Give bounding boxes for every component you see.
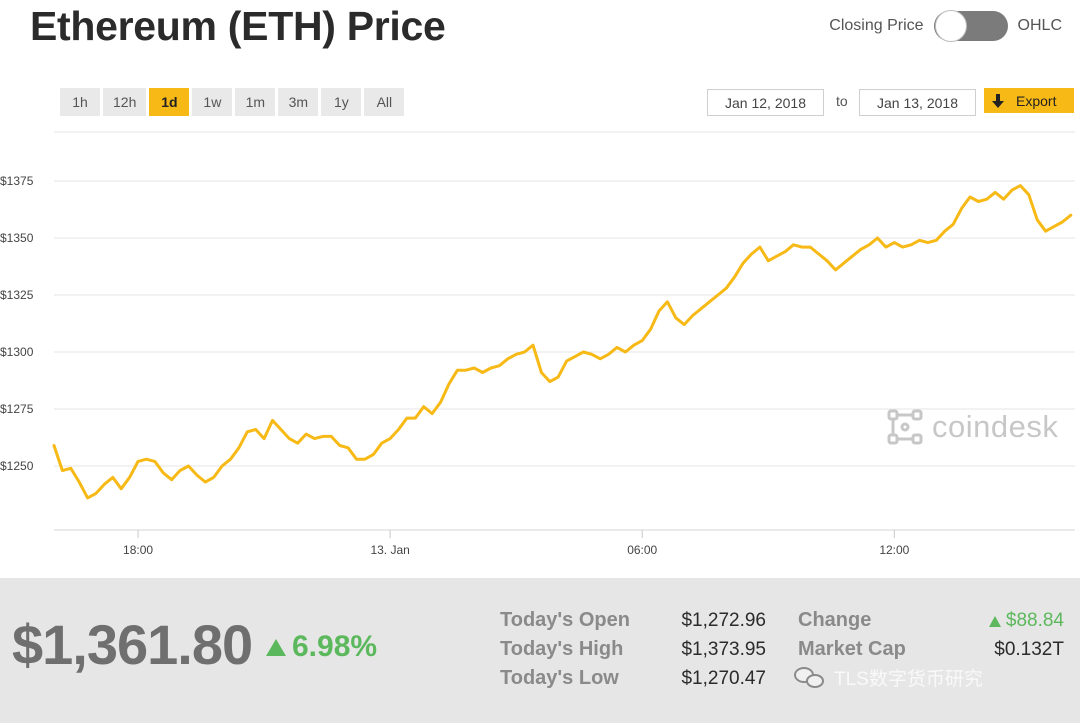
x-axis: 18:00 13. Jan 06:00 12:00 bbox=[54, 529, 1075, 557]
wechat-icon bbox=[794, 665, 828, 691]
y-tick-label: $1250 bbox=[0, 459, 34, 473]
price-mode-switch[interactable] bbox=[933, 10, 1008, 42]
change-percent-value: 6.98% bbox=[292, 630, 378, 663]
up-arrow-icon bbox=[266, 638, 286, 656]
range-button-1y[interactable]: 1y bbox=[321, 88, 362, 116]
price-mode-toggle: Closing Price OHLC bbox=[829, 8, 1062, 44]
ohlc-label: OHLC bbox=[1017, 17, 1062, 34]
change-value: $88.84 bbox=[930, 610, 1064, 632]
chart-series bbox=[52, 184, 1073, 500]
price-change-percent: 6.98% bbox=[266, 630, 377, 664]
market-cap-value: $0.132T bbox=[994, 639, 1064, 660]
page-title: Ethereum (ETH) Price bbox=[30, 3, 446, 49]
todays-open-label: Today's Open bbox=[500, 609, 630, 631]
watermark-text: coindesk bbox=[932, 409, 1059, 444]
date-to-field[interactable]: Jan 13, 2018 bbox=[859, 89, 976, 116]
date-from-field[interactable]: Jan 12, 2018 bbox=[707, 89, 824, 116]
y-tick-label: $1325 bbox=[0, 288, 34, 302]
wechat-watermark: TLS数字货币研究 bbox=[794, 664, 983, 691]
date-separator: to bbox=[836, 93, 848, 109]
closing-price-label: Closing Price bbox=[829, 17, 924, 34]
range-button-1m[interactable]: 1m bbox=[235, 88, 276, 116]
todays-high-value: $1,373.95 bbox=[681, 639, 766, 660]
y-tick-label: $1300 bbox=[0, 345, 34, 359]
coindesk-watermark: coindesk bbox=[886, 408, 1058, 446]
export-label: Export bbox=[1016, 92, 1057, 109]
current-price: $1,361.80 bbox=[12, 613, 253, 676]
coindesk-logo-icon bbox=[887, 409, 923, 445]
todays-low-label: Today's Low bbox=[500, 667, 619, 689]
download-arrow-icon bbox=[992, 93, 1004, 108]
price-summary-panel: $1,361.80 6.98% Today's Open $1,272.96 T… bbox=[0, 578, 1080, 723]
price-chart[interactable]: $1250 $1275 $1300 $1325 $1350 $1375 18:00 13. … bbox=[0, 128, 1080, 568]
time-range-selector: 1h 12h 1d 1w 1m 3m 1y All bbox=[60, 88, 405, 116]
y-tick-label: $1375 bbox=[0, 174, 34, 188]
switch-knob[interactable] bbox=[934, 10, 967, 42]
y-axis-labels: $1250 $1275 $1300 $1325 $1350 $1375 bbox=[0, 174, 34, 473]
export-button[interactable]: Export bbox=[984, 88, 1074, 113]
x-tick-label: 12:00 bbox=[879, 543, 909, 557]
market-cap-label: Market Cap bbox=[798, 638, 906, 660]
todays-open-value: $1,272.96 bbox=[681, 610, 766, 631]
range-button-1d[interactable]: 1d bbox=[149, 88, 190, 116]
x-tick-label: 06:00 bbox=[627, 543, 657, 557]
todays-low-value: $1,270.47 bbox=[681, 668, 766, 689]
price-series-line bbox=[52, 184, 1073, 500]
wechat-watermark-text: TLS数字货币研究 bbox=[834, 669, 983, 690]
range-button-12h[interactable]: 12h bbox=[103, 88, 147, 116]
range-button-3m[interactable]: 3m bbox=[278, 88, 319, 116]
up-arrow-icon bbox=[988, 615, 1001, 627]
change-amount: $88.84 bbox=[1005, 610, 1064, 631]
range-button-1h[interactable]: 1h bbox=[60, 88, 100, 116]
range-button-1w[interactable]: 1w bbox=[192, 88, 233, 116]
x-tick-label: 13. Jan bbox=[370, 543, 409, 557]
todays-high-label: Today's High bbox=[500, 638, 624, 660]
change-label: Change bbox=[798, 609, 872, 631]
y-tick-label: $1275 bbox=[0, 402, 34, 416]
x-tick-label: 18:00 bbox=[123, 543, 153, 557]
y-tick-label: $1350 bbox=[0, 231, 34, 245]
range-button-all[interactable]: All bbox=[364, 88, 405, 116]
